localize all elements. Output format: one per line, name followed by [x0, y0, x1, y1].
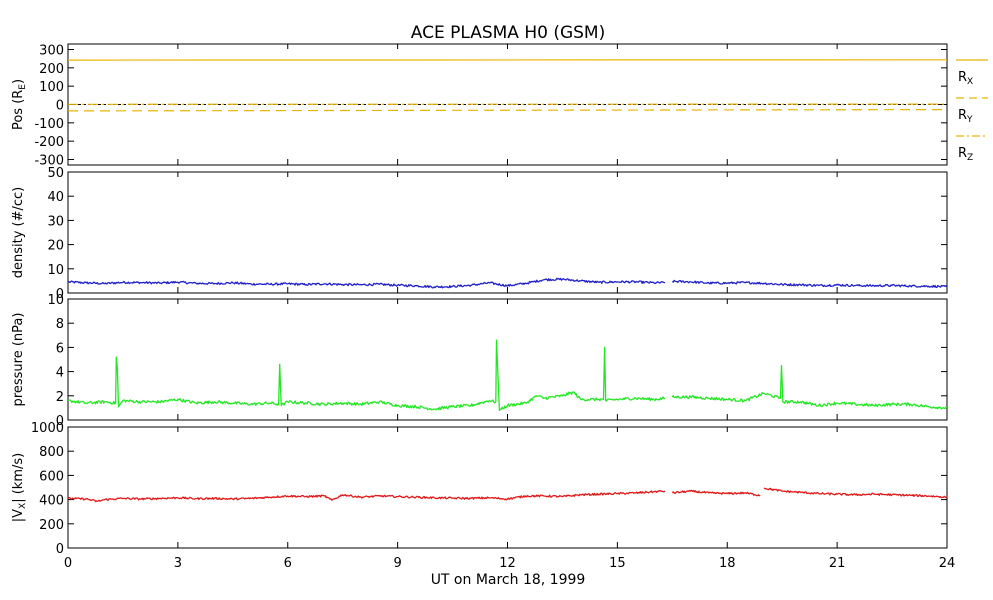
legend-label: RY: [958, 108, 973, 125]
panel-pressure: 0 2 4 6 8 10 pressure (nPa): [11, 293, 948, 429]
x-tick-label: 0: [64, 556, 72, 571]
series-line-pressure-segment: [671, 364, 947, 410]
x-tick-label: 21: [829, 556, 846, 571]
series-line-pressure-segment: [68, 339, 666, 411]
y-tick-label: 20: [47, 239, 64, 254]
y-tick-label: 0: [56, 414, 64, 429]
series-line-vx-segment: [68, 490, 666, 503]
y-tick-label: 30: [47, 214, 64, 229]
y-tick-label: -200: [34, 135, 64, 150]
y-tick-label: 200: [39, 518, 64, 533]
series-line-y: [68, 108, 947, 112]
x-tick-label: 18: [719, 556, 736, 571]
series-line-density-segment: [68, 277, 665, 289]
x-axis-title: UT on March 18, 1999: [431, 572, 586, 588]
x-tick-label: 15: [609, 556, 626, 571]
series-line-vx-segment: [763, 487, 947, 499]
x-tick-label: 12: [499, 556, 516, 571]
y-tick-label: 800: [39, 445, 64, 460]
series-line-vx-segment: [671, 489, 761, 497]
y-tick-label: 40: [47, 190, 64, 205]
y-tick-label: 0: [56, 542, 64, 557]
y-tick-label: 600: [39, 469, 64, 484]
y-tick-label: 100: [39, 80, 64, 95]
x-tick-label: 24: [939, 556, 956, 571]
y-tick-label: 0: [56, 287, 64, 302]
y-tick-label: 10: [47, 263, 64, 278]
y-tick-label: 50: [47, 166, 64, 181]
x-tick-label: 9: [393, 556, 401, 571]
y-axis-title: Pos (RE): [11, 79, 28, 130]
x-tick-label: 3: [174, 556, 182, 571]
y-tick-label: -300: [34, 154, 64, 169]
y-tick-label: 0: [56, 99, 64, 114]
series-line-density-segment: [671, 279, 947, 289]
y-tick-label: 200: [39, 62, 64, 77]
plot-frame: [67, 171, 948, 294]
y-tick-label: 2: [56, 390, 64, 405]
y-tick-label: 1000: [31, 421, 64, 436]
chart-title: ACE PLASMA H0 (GSM): [411, 23, 605, 43]
y-tick-label: 300: [39, 44, 64, 59]
y-tick-label: 10: [47, 293, 64, 308]
y-axis-title: density (#/cc): [11, 187, 26, 279]
panel-density: 0 10 20 30 40 50 density (#/cc): [11, 166, 948, 302]
y-axis-title: pressure (nPa): [11, 313, 26, 407]
x-tick-label: 6: [284, 556, 292, 571]
panel-vx: 0 200 400 600 800 1000 |VX| (km/s) 0 3 6 9 12 15 18 21…: [11, 421, 955, 571]
legend-label: RZ: [958, 146, 973, 163]
y-tick-label: 4: [56, 366, 64, 381]
panel-pos: -300 -200 -100 0 100 200 300 Pos (RE) RX RY RZ: [11, 43, 988, 169]
y-tick-label: 400: [39, 494, 64, 509]
plot-frame: [67, 426, 948, 549]
y-tick-label: -100: [34, 117, 64, 132]
y-axis-title: |VX| (km/s): [11, 453, 28, 522]
y-tick-label: 6: [56, 341, 64, 356]
legend-label: RX: [958, 70, 973, 87]
y-tick-label: 8: [56, 317, 64, 332]
